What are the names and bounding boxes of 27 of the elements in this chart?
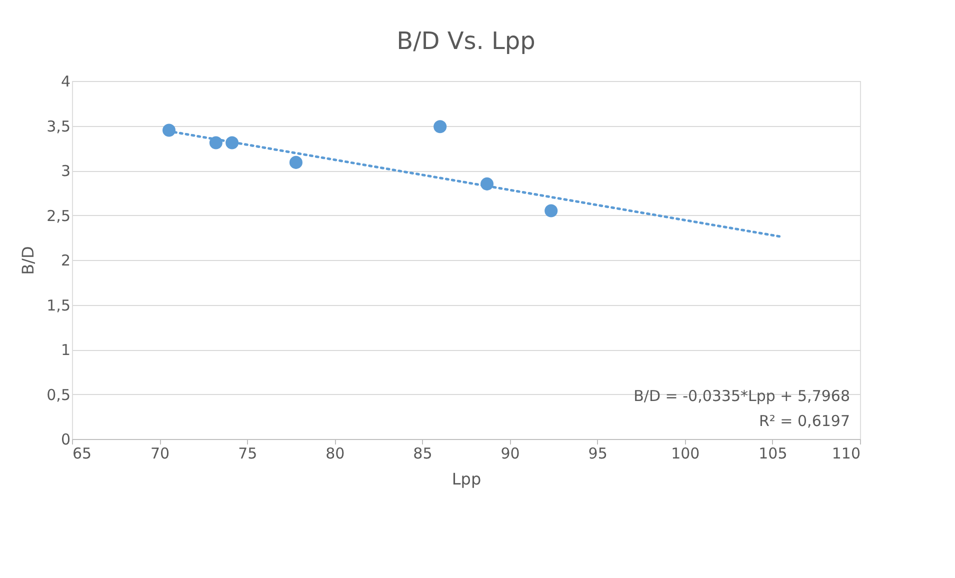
x-tick-label: 75: [238, 444, 258, 462]
point: [289, 156, 302, 169]
x-tick-label: 110: [832, 444, 860, 462]
x-tick-label: 90: [500, 444, 520, 462]
y-tick-label: 2: [60, 252, 70, 270]
x-tick-label: 70: [150, 444, 170, 462]
x-tick-label: 80: [326, 444, 345, 462]
y-tick-label: 0: [60, 430, 70, 448]
point: [544, 204, 558, 218]
chart-title: B/D Vs. Lpp: [396, 27, 536, 55]
y-tick-label: 3,5: [46, 117, 70, 136]
x-tick-label: 95: [588, 444, 608, 462]
y-tick-label: 0,5: [46, 386, 70, 404]
x-tick-label: 100: [671, 444, 700, 462]
x-tick-label: 105: [758, 444, 788, 462]
y-tick-label: 1,5: [46, 296, 70, 314]
y-tick-label: 4: [60, 72, 70, 90]
x-axis-title: Lpp: [452, 470, 482, 488]
y-axis-title: B/D: [18, 246, 38, 275]
x-tick-label: 85: [413, 444, 432, 462]
y-tick-label: 3: [60, 162, 70, 180]
point: [434, 120, 447, 134]
y-tick-label: 2,5: [46, 206, 70, 225]
y-tick-label: 1: [60, 341, 70, 359]
annotation: B/D = -0,0335*Lpp + 5,7968: [634, 387, 850, 405]
annotation: R² = 0,6197: [758, 412, 850, 430]
x-tick-label: 65: [72, 444, 92, 462]
